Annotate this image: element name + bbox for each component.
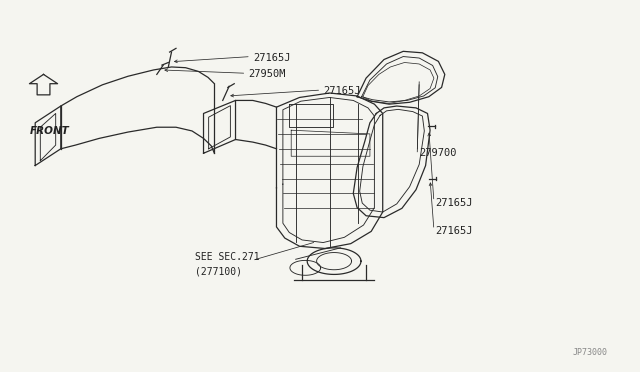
Text: SEE SEC.271: SEE SEC.271 — [195, 252, 260, 262]
Text: 27950M: 27950M — [248, 70, 286, 79]
Text: 27165J: 27165J — [435, 226, 473, 235]
Text: FRONT: FRONT — [30, 126, 70, 137]
Text: 27165J: 27165J — [435, 198, 473, 208]
Text: 27165J: 27165J — [253, 53, 291, 62]
Text: (277100): (277100) — [195, 267, 242, 276]
Text: JP73000: JP73000 — [573, 348, 608, 357]
Text: 27165J: 27165J — [323, 86, 361, 96]
Text: 279700: 279700 — [419, 148, 457, 157]
